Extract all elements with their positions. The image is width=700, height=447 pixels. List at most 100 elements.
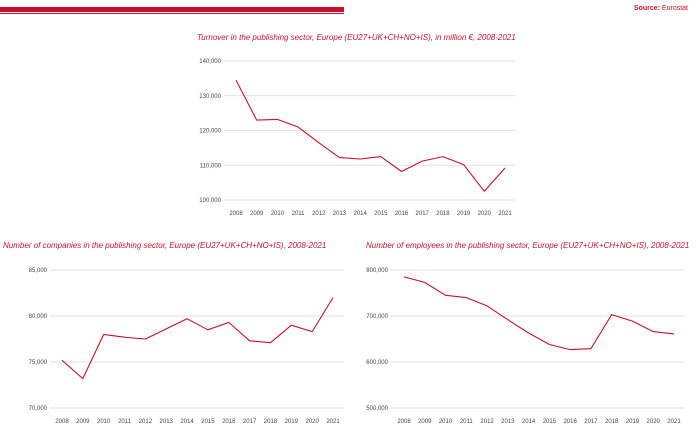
companies-xtick-label: 2021 <box>326 419 340 425</box>
companies-xtick-label: 2015 <box>201 419 215 425</box>
turnover-ytick-label: 110,000 <box>200 163 222 169</box>
companies-data-point <box>290 324 292 326</box>
employees-ytick-label: 800,000 <box>366 268 388 274</box>
employees-xtick-label: 2011 <box>460 419 474 425</box>
employees-xtick-label: 2009 <box>418 419 432 425</box>
employees-xtick-label: 2008 <box>397 419 411 425</box>
turnover-data-point <box>338 156 340 158</box>
turnover-xtick-label: 2020 <box>478 211 492 217</box>
turnover-xtick-label: 2009 <box>250 211 264 217</box>
companies-data-point <box>332 296 334 298</box>
turnover-xtick-label: 2014 <box>353 211 367 217</box>
companies-xtick-label: 2016 <box>222 419 236 425</box>
companies-data-point <box>228 321 230 323</box>
companies-series-line <box>61 297 334 380</box>
employees-data-point <box>444 294 446 296</box>
employees-xtick-label: 2013 <box>501 419 515 425</box>
employees-data-point <box>652 330 654 332</box>
employees-data-point <box>527 332 529 334</box>
turnover-data-point <box>380 155 382 157</box>
turnover-ytick-label: 130,000 <box>199 94 221 100</box>
turnover-xtick-label: 2011 <box>292 211 306 217</box>
turnover-data-point <box>421 160 423 162</box>
employees-data-point <box>403 276 405 278</box>
companies-xtick-label: 2018 <box>264 419 278 425</box>
employees-data-point <box>590 347 592 349</box>
companies-xtick-label: 2012 <box>139 419 153 425</box>
companies-data-point <box>123 336 125 338</box>
companies-xtick-label: 2010 <box>97 419 111 425</box>
companies-xtick-label: 2017 <box>243 419 257 425</box>
companies-data-point <box>311 330 313 332</box>
turnover-data-point <box>504 167 506 169</box>
companies-ytick-label: 85,000 <box>29 268 48 274</box>
employees-data-point <box>548 343 550 345</box>
turnover-ytick-label: 120,000 <box>199 129 221 135</box>
turnover-data-point <box>235 79 237 81</box>
companies-ytick-label: 75,000 <box>29 360 48 366</box>
employees-xtick-label: 2021 <box>667 419 681 425</box>
employees-data-point <box>424 281 426 283</box>
companies-data-point <box>248 340 250 342</box>
turnover-xtick-label: 2010 <box>271 211 285 217</box>
employees-data-point <box>486 305 488 307</box>
employees-xtick-label: 2016 <box>563 419 577 425</box>
employees-xtick-label: 2015 <box>543 419 557 425</box>
companies-ytick-label: 70,000 <box>29 406 48 412</box>
header-accent-bar <box>0 7 344 12</box>
turnover-data-point <box>255 119 257 121</box>
turnover-data-point <box>297 126 299 128</box>
turnover-data-point <box>442 155 444 157</box>
employees-xtick-label: 2020 <box>647 419 661 425</box>
companies-data-point <box>269 341 271 343</box>
employees-data-point <box>507 318 509 320</box>
employees-data-point <box>610 313 612 315</box>
employees-data-point <box>673 333 675 335</box>
chart-title-turnover: Turnover in the publishing sector, Europ… <box>197 33 516 42</box>
turnover-data-point <box>359 158 361 160</box>
companies-xtick-label: 2008 <box>55 419 69 425</box>
turnover-ytick-label: 100,000 <box>199 198 221 204</box>
source-label: Source: <box>633 5 660 12</box>
employees-data-point <box>465 296 467 298</box>
turnover-xtick-label: 2019 <box>457 211 471 217</box>
turnover-series-line <box>235 79 506 192</box>
turnover-xtick-label: 2012 <box>312 211 326 217</box>
turnover-xtick-label: 2021 <box>498 211 512 217</box>
turnover-xtick-label: 2016 <box>395 211 409 217</box>
companies-xtick-label: 2011 <box>118 419 132 425</box>
companies-ytick-label: 80,000 <box>29 314 48 320</box>
header-accent-line <box>0 13 344 14</box>
employees-data-point <box>631 320 633 322</box>
companies-xtick-label: 2013 <box>160 419 174 425</box>
employees-xtick-label: 2017 <box>584 419 598 425</box>
turnover-xtick-label: 2013 <box>333 211 347 217</box>
companies-data-point <box>61 359 63 361</box>
turnover-data-point <box>276 118 278 120</box>
source-note: Source: Eurostat <box>634 5 688 12</box>
turnover-data-point <box>400 170 402 172</box>
employees-series-line <box>403 276 675 351</box>
companies-data-point <box>165 328 167 330</box>
turnover-xtick-label: 2017 <box>416 211 430 217</box>
companies-xtick-label: 2019 <box>285 419 299 425</box>
employees-ytick-label: 700,000 <box>366 314 388 320</box>
chart-title-companies: Number of companies in the publishing se… <box>3 241 327 250</box>
companies-xtick-label: 2014 <box>180 419 194 425</box>
chart-title-employees: Number of employees in the publishing se… <box>366 241 690 250</box>
employees-xtick-label: 2010 <box>439 419 453 425</box>
companies-data-point <box>144 338 146 340</box>
employees-data-point <box>569 348 571 350</box>
employees-xtick-label: 2019 <box>626 419 640 425</box>
turnover-xtick-label: 2018 <box>436 211 450 217</box>
companies-data-point <box>186 318 188 320</box>
companies-data-point <box>207 329 209 331</box>
turnover-data-point <box>483 190 485 192</box>
employees-ytick-label: 500,000 <box>366 406 388 412</box>
companies-xtick-label: 2020 <box>305 419 319 425</box>
employees-xtick-label: 2012 <box>480 419 494 425</box>
turnover-xtick-label: 2008 <box>229 211 243 217</box>
companies-data-point <box>82 377 84 379</box>
companies-xtick-label: 2009 <box>76 419 90 425</box>
